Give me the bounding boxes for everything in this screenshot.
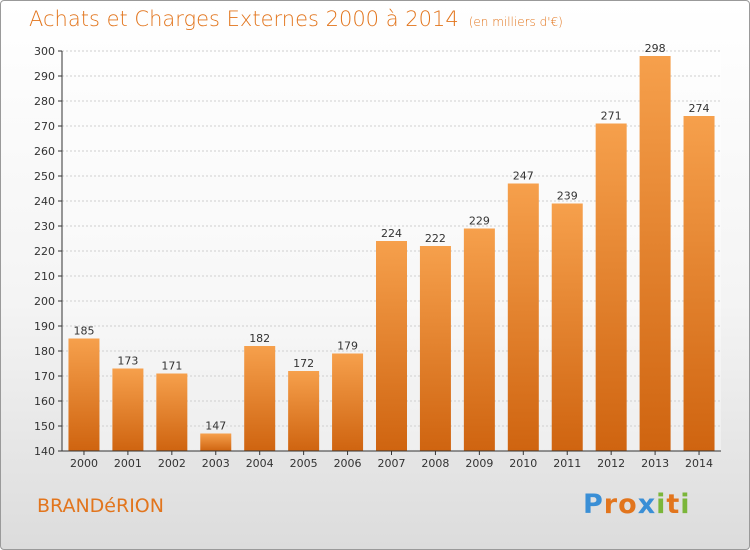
logo-letter: r <box>603 489 619 520</box>
y-tick-label: 200 <box>34 295 55 308</box>
bar <box>68 338 100 451</box>
x-tick-label: 2005 <box>290 457 318 470</box>
bar <box>463 228 495 451</box>
y-tick-label: 210 <box>34 270 55 283</box>
bar <box>551 203 583 451</box>
proxiti-logo: Proxiti <box>583 489 691 520</box>
bar <box>244 346 276 451</box>
y-tick-label: 160 <box>34 395 55 408</box>
data-label: 173 <box>117 355 138 368</box>
x-tick-label: 2001 <box>114 457 142 470</box>
bar <box>683 116 715 451</box>
x-tick-label: 2000 <box>70 457 98 470</box>
y-tick-label: 270 <box>34 120 55 133</box>
logo-letter: t <box>666 489 681 520</box>
x-tick-label: 2009 <box>465 457 493 470</box>
y-tick-label: 150 <box>34 420 55 433</box>
x-tick-label: 2008 <box>421 457 449 470</box>
bar <box>332 353 364 451</box>
bar <box>507 183 539 451</box>
chart-title-text: Achats et Charges Externes 2000 à 2014 <box>29 7 459 31</box>
y-tick-label: 290 <box>34 70 55 83</box>
bar <box>595 123 627 451</box>
bar <box>639 56 671 451</box>
logo-letter: x <box>637 489 657 520</box>
data-label: 239 <box>557 190 578 203</box>
data-label: 182 <box>249 332 270 345</box>
chart-title: Achats et Charges Externes 2000 à 2014 (e… <box>29 7 563 31</box>
y-tick-label: 170 <box>34 370 55 383</box>
x-tick-label: 2006 <box>334 457 362 470</box>
bar <box>112 368 144 451</box>
bar <box>376 241 407 451</box>
y-tick-label: 250 <box>34 170 55 183</box>
x-tick-label: 2011 <box>553 457 581 470</box>
logo-letter: i <box>656 489 667 520</box>
bar <box>419 246 451 451</box>
data-label: 185 <box>73 325 94 338</box>
x-tick-label: 2002 <box>158 457 186 470</box>
data-label: 247 <box>513 170 534 183</box>
bar <box>288 371 320 451</box>
x-tick-label: 2007 <box>378 457 406 470</box>
x-tick-label: 2003 <box>202 457 230 470</box>
data-label: 298 <box>645 42 666 55</box>
data-label: 229 <box>469 215 490 228</box>
bar <box>156 373 188 451</box>
data-label: 222 <box>425 232 446 245</box>
data-label: 224 <box>381 227 402 240</box>
y-tick-label: 220 <box>34 245 55 258</box>
data-label: 172 <box>293 357 314 370</box>
x-tick-label: 2014 <box>685 457 713 470</box>
data-label: 179 <box>337 340 358 353</box>
y-tick-label: 180 <box>34 345 55 358</box>
data-label: 147 <box>205 420 226 433</box>
x-tick-label: 2013 <box>641 457 669 470</box>
chart-subtitle: (en milliers d'€) <box>468 15 563 29</box>
logo-letter: i <box>680 489 691 520</box>
bar-chart: 140 150 160 170 180 190 200 210 220 230 240 250 260 2… <box>34 42 721 470</box>
y-tick-label: 230 <box>34 220 55 233</box>
data-label: 274 <box>689 102 710 115</box>
y-tick-label: 240 <box>34 195 55 208</box>
x-tick-label: 2010 <box>509 457 537 470</box>
y-tick-label: 260 <box>34 145 55 158</box>
logo-letter: P <box>583 489 604 520</box>
bar <box>200 433 232 451</box>
y-tick-label: 280 <box>34 95 55 108</box>
y-tick-label: 140 <box>34 445 55 458</box>
data-label: 171 <box>161 360 182 373</box>
x-tick-label: 2004 <box>246 457 274 470</box>
x-tick-label: 2012 <box>597 457 625 470</box>
y-tick-label: 300 <box>34 45 55 58</box>
y-tick-label: 190 <box>34 320 55 333</box>
logo-letter: o <box>618 489 638 520</box>
place-name: BRANDéRION <box>37 495 164 517</box>
data-label: 271 <box>601 110 622 123</box>
